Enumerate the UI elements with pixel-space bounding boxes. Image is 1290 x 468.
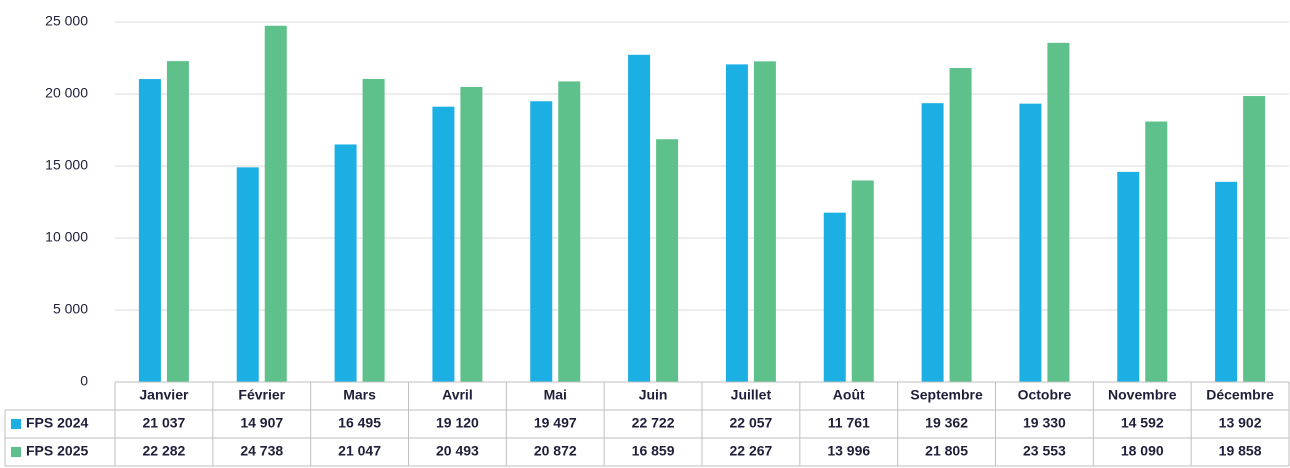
value-label: 19 362 — [925, 415, 968, 431]
legend-swatch — [11, 419, 21, 429]
value-label: 20 872 — [534, 443, 577, 459]
legend-swatch — [11, 447, 21, 457]
bar — [921, 103, 944, 383]
category-label: Juillet — [731, 387, 772, 403]
value-label: 13 902 — [1219, 415, 1262, 431]
value-label: 14 592 — [1121, 415, 1164, 431]
bar — [823, 212, 846, 382]
bar — [362, 78, 385, 382]
value-label: 11 761 — [828, 415, 870, 431]
category-label: Mai — [544, 387, 567, 403]
value-label: 22 722 — [632, 415, 675, 431]
bar — [138, 79, 161, 382]
value-label: 21 805 — [925, 443, 968, 459]
value-label: 23 553 — [1023, 443, 1066, 459]
y-tick-label: 15 000 — [45, 157, 88, 173]
category-label: Avril — [442, 387, 473, 403]
bar — [1047, 42, 1070, 383]
bar — [236, 167, 259, 382]
value-label: 22 282 — [143, 443, 186, 459]
bar — [558, 81, 581, 382]
bar — [1145, 121, 1168, 382]
category-label: Septembre — [910, 387, 983, 403]
bar — [1215, 181, 1238, 382]
bar — [753, 61, 776, 383]
category-label: Décembre — [1206, 387, 1274, 403]
value-label: 18 090 — [1121, 443, 1164, 459]
bar — [530, 101, 553, 383]
bar — [628, 54, 651, 383]
bar — [725, 64, 748, 382]
value-label: 16 495 — [338, 415, 381, 431]
bar — [166, 61, 189, 383]
value-label: 19 858 — [1219, 443, 1262, 459]
category-label: Octobre — [1018, 387, 1072, 403]
y-tick-label: 25 000 — [45, 13, 88, 29]
bar — [432, 106, 455, 382]
bar — [1117, 171, 1140, 382]
category-label: Janvier — [139, 387, 189, 403]
category-label: Août — [833, 387, 865, 403]
value-label: 19 120 — [436, 415, 479, 431]
value-label: 22 057 — [730, 415, 773, 431]
bar — [851, 180, 874, 382]
category-label: Novembre — [1108, 387, 1177, 403]
value-label: 19 497 — [534, 415, 577, 431]
bar — [1243, 96, 1266, 382]
value-label: 20 493 — [436, 443, 479, 459]
category-label: Juin — [639, 387, 668, 403]
category-label: Mars — [343, 387, 376, 403]
value-label: 16 859 — [632, 443, 675, 459]
bar — [334, 144, 357, 382]
bar — [656, 139, 679, 382]
value-label: 14 907 — [240, 415, 283, 431]
bar — [460, 86, 483, 382]
y-tick-label: 5 000 — [53, 301, 88, 317]
value-label: 22 267 — [730, 443, 773, 459]
value-label: 19 330 — [1023, 415, 1066, 431]
y-tick-label: 0 — [80, 373, 88, 389]
legend-label: FPS 2025 — [26, 443, 88, 459]
value-label: 13 996 — [827, 443, 870, 459]
y-tick-label: 10 000 — [45, 229, 88, 245]
bar — [949, 68, 972, 383]
bar — [1019, 103, 1042, 382]
value-label: 21 047 — [338, 443, 381, 459]
category-label: Février — [238, 387, 285, 403]
value-label: 21 037 — [143, 415, 186, 431]
bar — [264, 25, 287, 383]
y-tick-label: 20 000 — [45, 85, 88, 101]
value-label: 24 738 — [240, 443, 283, 459]
legend-label: FPS 2024 — [26, 415, 88, 431]
